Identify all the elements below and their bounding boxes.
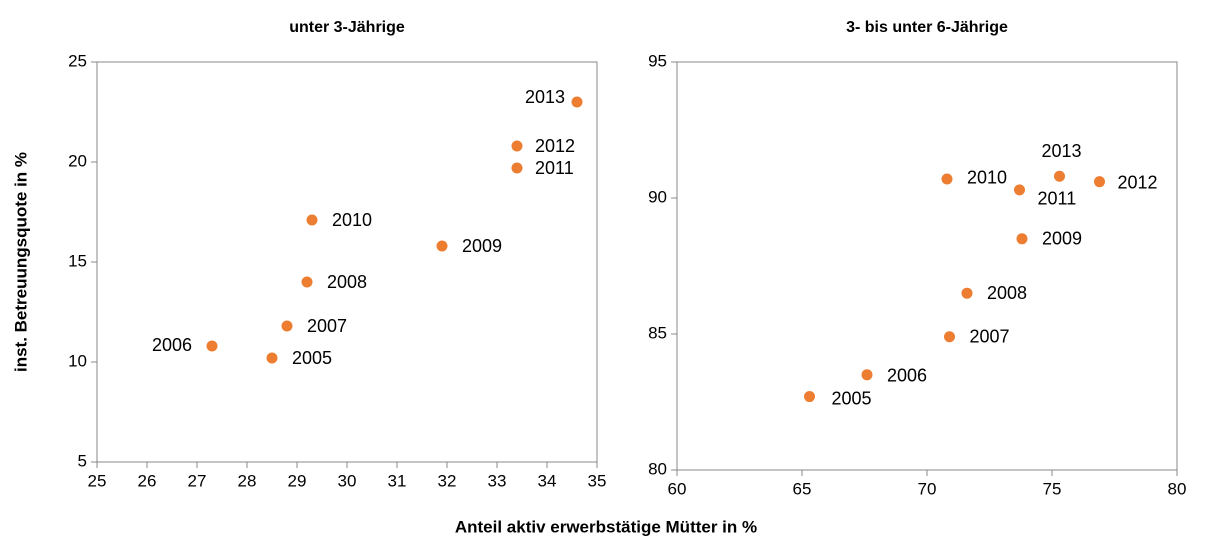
point-label: 2011 xyxy=(535,158,574,178)
point xyxy=(511,140,523,152)
point xyxy=(941,173,953,185)
x-tick-label: 35 xyxy=(588,471,607,490)
x-axis-title: Anteil aktiv erwerbstätige Mütter in % xyxy=(455,517,757,536)
point xyxy=(1054,170,1065,182)
point xyxy=(571,96,583,108)
point xyxy=(266,352,278,364)
x-tick-label: 27 xyxy=(188,471,207,490)
x-tick-label: 70 xyxy=(918,479,937,498)
point xyxy=(306,214,318,226)
point-label: 2005 xyxy=(832,388,872,408)
point xyxy=(436,240,448,252)
point-label: 2007 xyxy=(307,316,347,336)
point-label: 2005 xyxy=(292,348,332,368)
point xyxy=(1014,184,1025,196)
x-tick-label: 25 xyxy=(88,471,107,490)
point-label: 2008 xyxy=(987,283,1027,303)
x-tick-label: 60 xyxy=(668,479,687,498)
x-tick-label: 31 xyxy=(388,471,407,490)
chart-title: unter 3-Jährige xyxy=(289,19,405,36)
point-label: 2009 xyxy=(462,236,502,256)
y-tick-label: 25 xyxy=(68,51,87,70)
point xyxy=(944,331,955,343)
point-label: 2010 xyxy=(967,168,1007,188)
point-label: 2013 xyxy=(1041,141,1081,161)
plot-area xyxy=(96,61,598,463)
point-label: 2012 xyxy=(535,136,575,156)
y-tick-label: 90 xyxy=(648,187,667,206)
chart-title: 3- bis unter 6-Jährige xyxy=(846,19,1008,36)
point-label: 2007 xyxy=(970,326,1010,346)
y-tick-label: 5 xyxy=(78,451,87,470)
point-label: 2008 xyxy=(327,272,367,292)
y-tick-label: 85 xyxy=(648,323,667,342)
point-label: 2006 xyxy=(152,335,192,355)
x-tick-label: 28 xyxy=(238,471,257,490)
x-tick-label: 29 xyxy=(288,471,307,490)
x-tick-label: 75 xyxy=(1043,479,1062,498)
x-tick-label: 30 xyxy=(338,471,357,490)
point-label: 2012 xyxy=(1118,172,1158,192)
point-label: 2010 xyxy=(332,210,372,230)
point xyxy=(961,287,973,299)
point xyxy=(281,320,293,332)
point-label: 2013 xyxy=(525,87,565,107)
point xyxy=(206,340,218,352)
point xyxy=(861,369,873,381)
x-tick-label: 32 xyxy=(438,471,457,490)
x-tick-label: 65 xyxy=(793,479,812,498)
point-label: 2006 xyxy=(887,366,927,386)
y-tick-label: 95 xyxy=(648,51,667,70)
point xyxy=(511,162,523,174)
point xyxy=(1094,176,1105,188)
point xyxy=(301,276,313,288)
y-tick-label: 15 xyxy=(68,251,87,270)
y-tick-label: 80 xyxy=(648,459,667,478)
y-tick-label: 10 xyxy=(68,351,87,370)
x-tick-label: 33 xyxy=(488,471,507,490)
x-tick-label: 34 xyxy=(538,471,557,490)
y-tick-label: 20 xyxy=(68,151,87,170)
point xyxy=(1016,233,1028,245)
point-label: 2011 xyxy=(1038,189,1077,209)
plot-area xyxy=(676,61,1178,471)
x-tick-label: 26 xyxy=(138,471,157,490)
x-tick-label: 80 xyxy=(1168,479,1187,498)
y-axis-title: inst. Betreuungsquote in % xyxy=(11,152,30,372)
point-label: 2009 xyxy=(1042,229,1082,249)
point xyxy=(804,391,815,403)
